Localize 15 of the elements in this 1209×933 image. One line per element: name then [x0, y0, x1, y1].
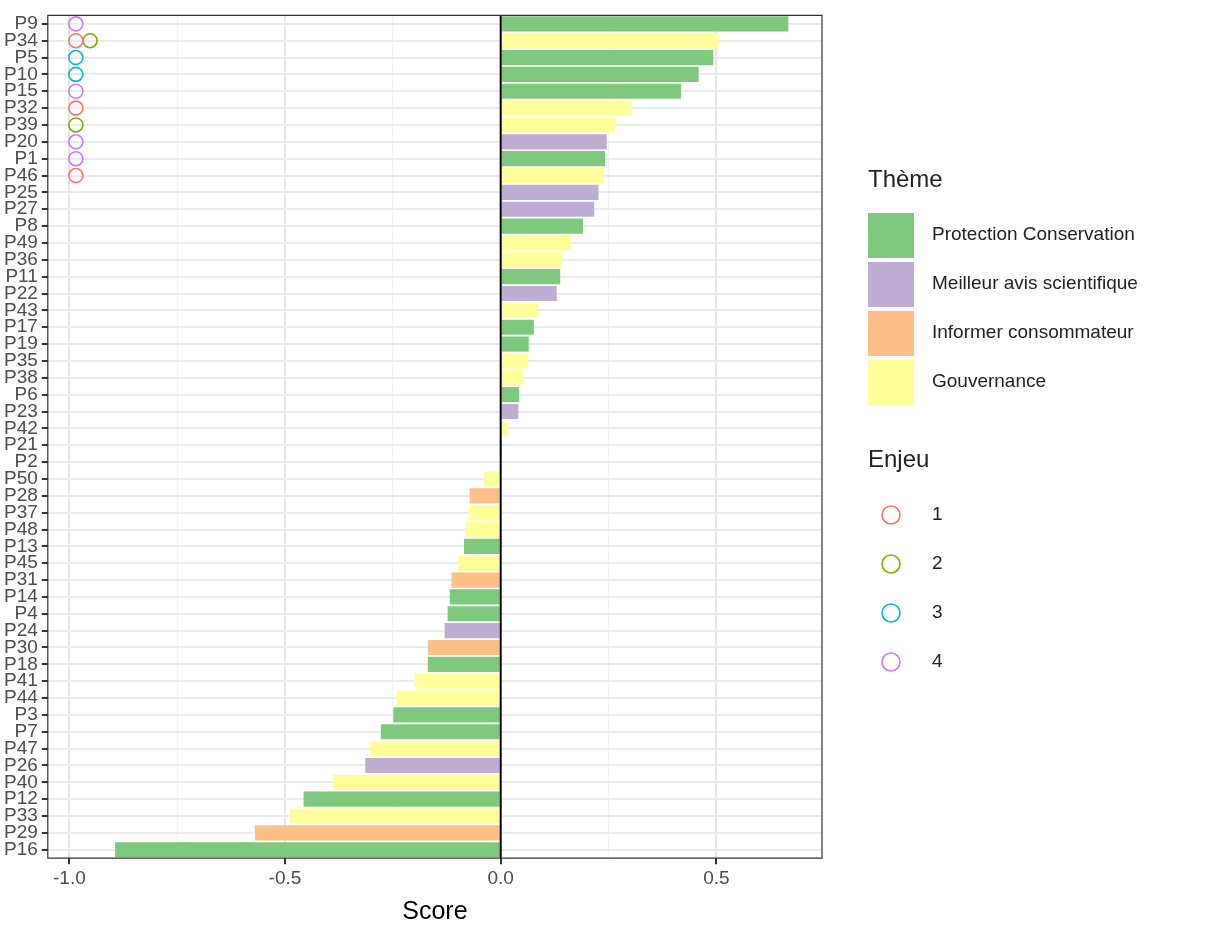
legend-label: Gouvernance — [932, 370, 1047, 392]
legend-title: Thème — [868, 164, 943, 192]
legend-label: 4 — [932, 650, 943, 672]
x-axis-title: Score — [402, 895, 468, 924]
legend-label: 1 — [932, 503, 943, 525]
legend-label: 3 — [932, 601, 943, 623]
x-tick-label: -0.5 — [268, 866, 302, 888]
x-tick-label: 0.0 — [487, 866, 514, 888]
legend-label: 2 — [932, 552, 943, 574]
legend-label: Meilleur avis scientifique — [932, 272, 1138, 294]
x-tick-label: 0.5 — [703, 866, 730, 888]
text: Enjeu — [868, 444, 930, 472]
legend-label: Protection Conservation — [932, 223, 1135, 245]
legend-label: Informer consommateur — [932, 321, 1135, 343]
x-tick-label: -1.0 — [53, 866, 86, 888]
